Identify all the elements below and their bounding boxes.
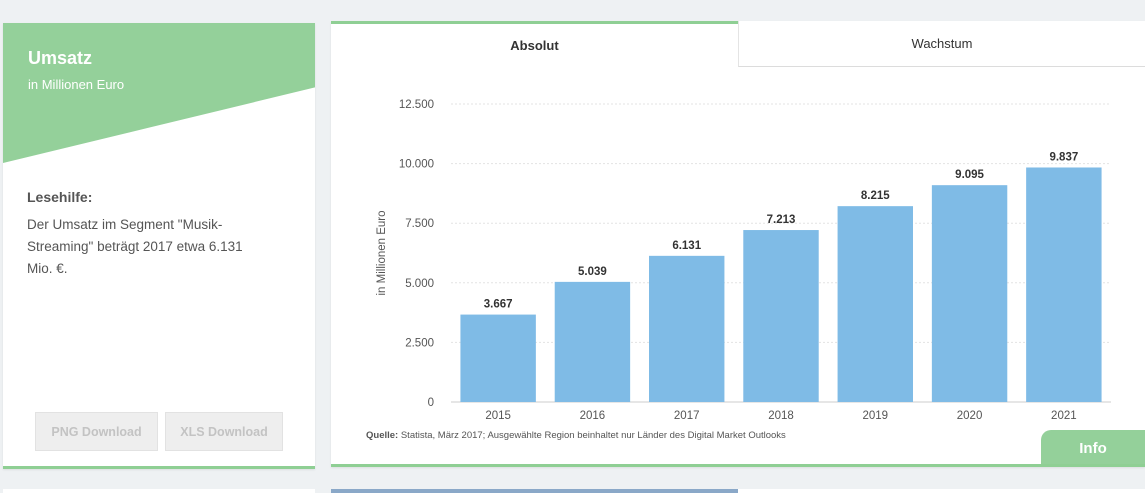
next-card-edge	[3, 489, 315, 493]
tab-wachstum[interactable]: Wachstum	[738, 21, 1145, 67]
png-download-button[interactable]: PNG Download	[35, 412, 158, 451]
y-tick-label: 10.000	[399, 159, 434, 171]
info-button[interactable]: Info	[1041, 430, 1145, 464]
data-label: 3.667	[484, 299, 513, 311]
y-tick-label: 2.500	[405, 337, 434, 349]
x-tick-label: 2020	[957, 410, 983, 422]
y-tick-label: 7.500	[405, 218, 434, 230]
data-label: 6.131	[672, 240, 701, 252]
source-label: Quelle:	[366, 430, 399, 441]
bar-chart: 0 2.500 5.000 7.500 10.000 12.500 in Millionen…	[376, 99, 1111, 422]
xls-download-button[interactable]: XLS Download	[165, 412, 283, 451]
reading-aid-text: Der Umsatz im Segment "Musik-Streaming" …	[27, 217, 243, 276]
y-tick-label: 0	[428, 397, 434, 409]
bar	[743, 230, 819, 402]
source-text: Statista, März 2017; Ausgewählte Region …	[398, 430, 786, 441]
x-tick-label: 2017	[674, 410, 700, 422]
data-label: 9.837	[1049, 151, 1078, 163]
tab-absolut[interactable]: Absolut	[331, 21, 738, 67]
y-axis-label: in Millionen Euro	[376, 210, 388, 295]
info-card: Umsatz in Millionen Euro Lesehilfe: Der …	[3, 23, 315, 469]
bar	[1026, 167, 1102, 402]
bar	[649, 255, 725, 402]
x-tick-label: 2018	[768, 410, 794, 422]
card-header-band	[3, 23, 315, 163]
x-tick-label: 2015	[485, 410, 511, 422]
data-label: 9.095	[955, 169, 984, 181]
data-label: 8.215	[861, 190, 890, 202]
x-tick-label: 2016	[580, 410, 606, 422]
data-label: 5.039	[578, 266, 607, 278]
x-tick-label: 2019	[862, 410, 888, 422]
bar	[837, 206, 913, 402]
data-label: 7.213	[767, 214, 796, 226]
y-tick-label: 5.000	[405, 278, 434, 290]
y-tick-label: 12.500	[399, 99, 434, 111]
next-card-edge-right	[738, 489, 1145, 493]
card-title: Umsatz	[28, 48, 93, 68]
bar	[554, 281, 631, 402]
bar	[460, 314, 536, 402]
bar	[931, 185, 1008, 402]
reading-aid-heading: Lesehilfe:	[27, 189, 93, 205]
next-card-tab-edge	[331, 489, 738, 493]
card-subtitle: in Millionen Euro	[28, 77, 125, 92]
source-note: Quelle: Statista, März 2017; Ausgewählte…	[366, 430, 786, 441]
x-tick-label: 2021	[1051, 410, 1077, 422]
chart-card: 0 2.500 5.000 7.500 10.000 12.500 in Millionen…	[331, 21, 1145, 467]
